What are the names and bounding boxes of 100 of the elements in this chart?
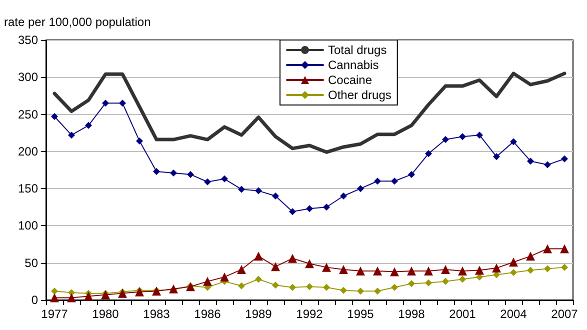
point <box>84 292 93 301</box>
point <box>408 170 415 178</box>
point <box>459 133 466 140</box>
point <box>544 265 551 272</box>
point <box>305 259 314 268</box>
x-tick-label: 1998 <box>398 307 426 321</box>
point <box>459 276 466 283</box>
point <box>458 266 467 276</box>
point <box>373 266 382 276</box>
point <box>390 267 399 276</box>
point <box>68 289 75 296</box>
point <box>340 286 347 294</box>
point <box>221 175 228 182</box>
point <box>306 283 313 290</box>
point <box>374 178 381 185</box>
point <box>119 100 126 107</box>
legend-label: Other drugs <box>328 88 392 102</box>
y-tick-label: 100 <box>18 218 38 233</box>
legend-label: Cannabis <box>328 58 379 72</box>
y-tick-label: 150 <box>18 182 38 196</box>
y-tick-label: 50 <box>24 256 38 270</box>
point <box>272 192 279 200</box>
point <box>441 265 450 274</box>
point <box>323 284 330 291</box>
point <box>288 254 297 263</box>
point <box>289 284 296 291</box>
point <box>50 293 59 302</box>
point <box>187 170 194 178</box>
point <box>51 113 58 120</box>
y-tick-label: 350 <box>18 33 38 47</box>
point <box>527 158 534 165</box>
point <box>153 168 160 175</box>
point <box>357 288 364 295</box>
point <box>68 132 75 139</box>
point <box>561 264 568 271</box>
point <box>136 138 143 145</box>
x-tick-label: 1995 <box>347 307 374 321</box>
x-tick-label: 2007 <box>551 307 578 321</box>
y-axis-title: rate per 100,000 population <box>4 15 151 29</box>
point <box>85 122 92 129</box>
point <box>255 187 262 194</box>
x-tick-label: 2001 <box>449 307 476 321</box>
point <box>476 132 483 139</box>
point <box>271 262 280 272</box>
point <box>510 269 517 276</box>
point <box>101 290 110 300</box>
point <box>442 136 449 144</box>
point <box>560 244 569 254</box>
point <box>527 266 534 274</box>
point <box>509 258 518 267</box>
point <box>323 204 330 211</box>
line-series <box>52 72 566 154</box>
x-tick-label: 1983 <box>143 307 170 321</box>
point <box>118 288 127 298</box>
point <box>306 205 313 212</box>
point <box>374 288 381 295</box>
y-tick-label: 300 <box>18 70 38 84</box>
point <box>237 265 246 274</box>
point <box>238 186 245 193</box>
x-tick-label: 1989 <box>245 307 272 321</box>
point <box>526 252 535 261</box>
point <box>543 244 552 254</box>
y-tick-label: 250 <box>18 107 38 122</box>
point <box>544 161 551 168</box>
point <box>322 262 331 272</box>
point <box>51 288 58 295</box>
point <box>67 293 76 302</box>
point <box>425 150 432 158</box>
point <box>102 100 109 107</box>
point <box>170 169 177 176</box>
x-tick-label: 1980 <box>92 307 120 321</box>
point <box>492 264 501 273</box>
point <box>391 284 398 291</box>
point <box>561 155 568 162</box>
x-tick-label: 1977 <box>41 307 68 321</box>
y-tick-label: 0 <box>31 293 38 307</box>
point <box>254 252 263 261</box>
point <box>238 282 245 290</box>
point <box>255 276 262 283</box>
x-tick-label: 2004 <box>500 307 528 321</box>
legend-label: Cocaine <box>328 73 372 87</box>
point <box>203 276 212 286</box>
point <box>220 272 229 282</box>
x-tick-label: 1992 <box>296 307 324 321</box>
point <box>493 153 500 160</box>
point <box>475 266 484 275</box>
y-tick-label: 200 <box>18 144 38 158</box>
point <box>424 266 433 276</box>
point <box>272 282 279 289</box>
point <box>391 178 398 185</box>
point <box>407 266 416 276</box>
point <box>356 266 365 276</box>
point <box>408 280 415 288</box>
x-tick-label: 1986 <box>194 307 222 321</box>
point <box>425 279 432 286</box>
point <box>442 278 449 285</box>
point <box>204 178 211 186</box>
legend-label: Total drugs <box>328 43 387 57</box>
point <box>357 185 364 192</box>
point <box>339 265 348 274</box>
